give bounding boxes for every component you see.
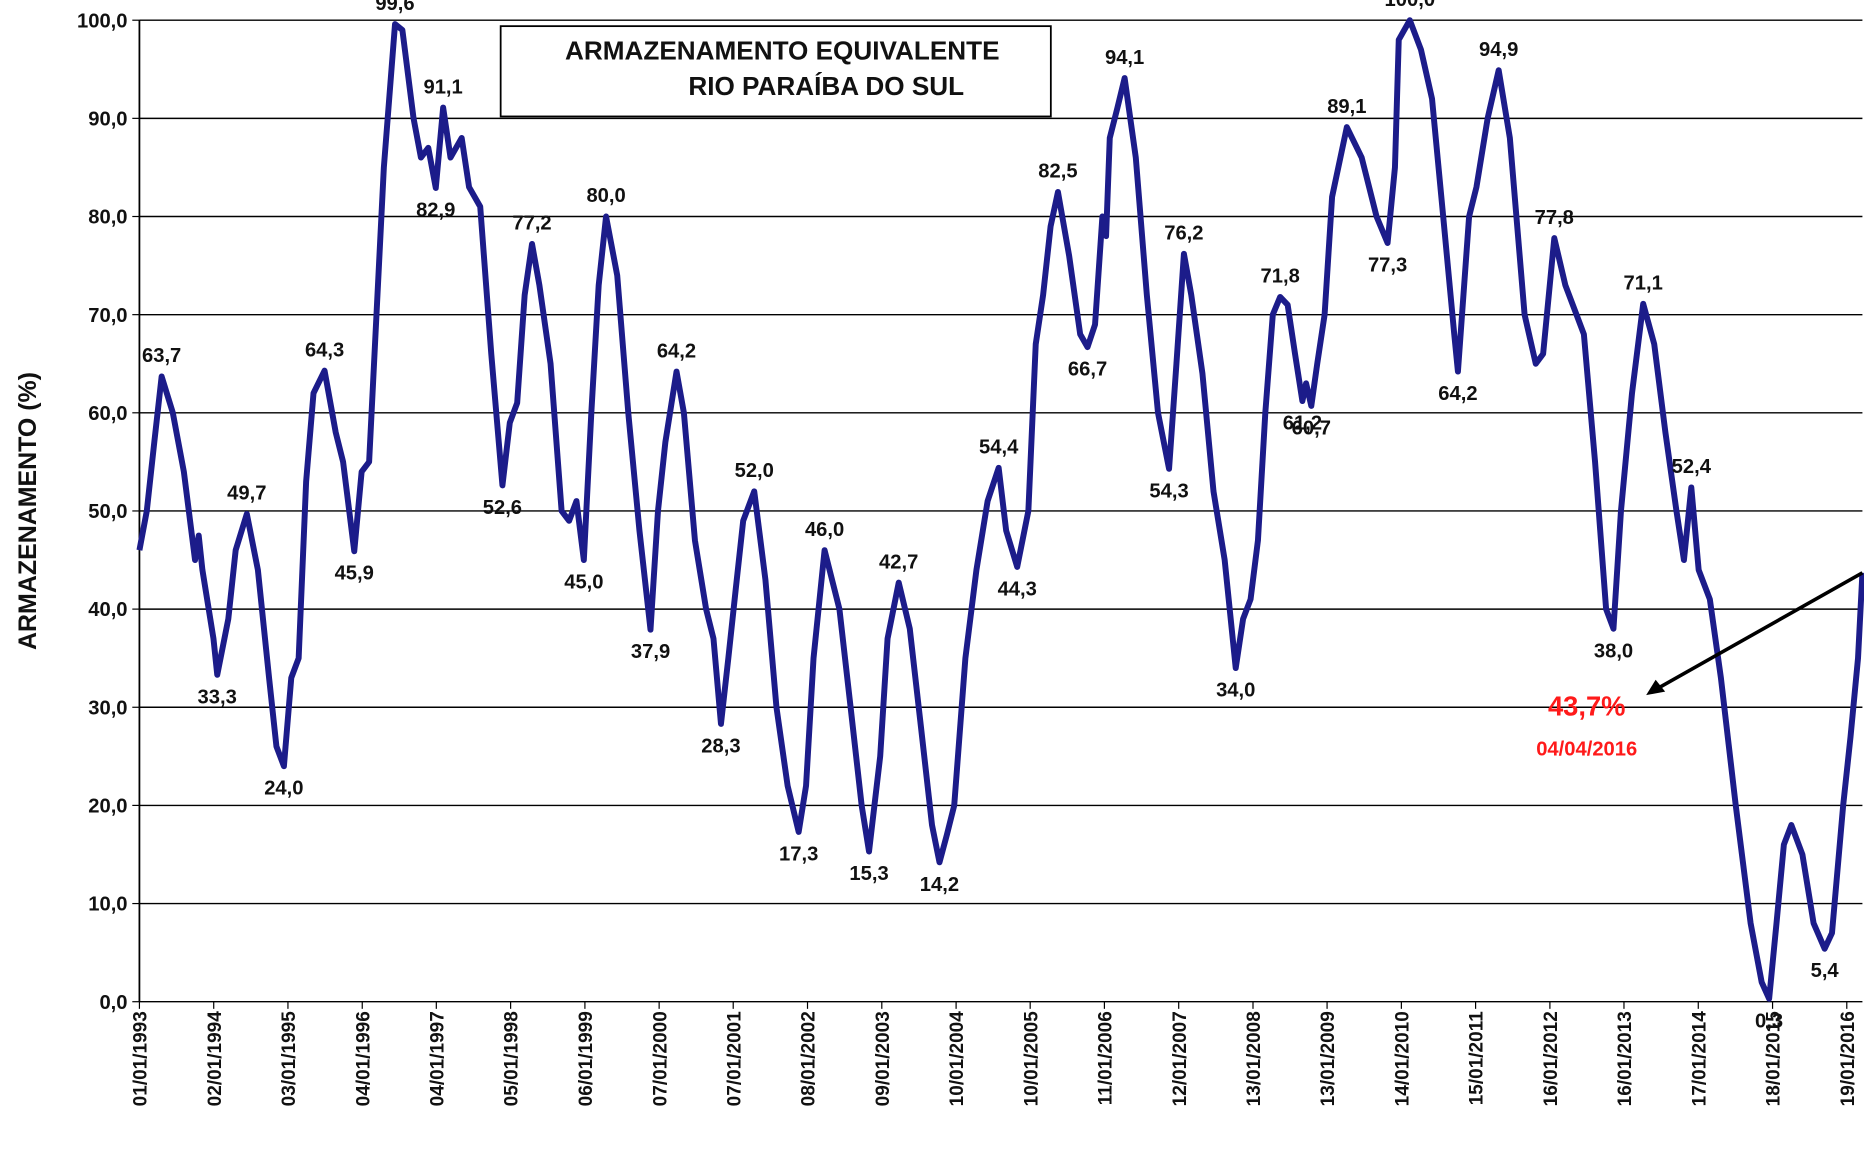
data-label: 52,4 [1672, 456, 1712, 478]
y-tick-label: 10,0 [88, 894, 127, 916]
annotation-value: 43,7% [1548, 690, 1626, 721]
data-label: 94,1 [1105, 47, 1144, 69]
x-tick-label: 18/01/2015 [1764, 1011, 1785, 1107]
data-label: 77,8 [1535, 207, 1574, 229]
x-tick-label: 10/01/2004 [947, 1011, 968, 1107]
y-tick-label: 70,0 [88, 305, 127, 327]
data-label: 34,0 [1216, 680, 1255, 702]
data-label: 71,8 [1261, 266, 1300, 288]
data-label: 82,9 [416, 200, 455, 222]
x-tick-label: 06/01/1999 [576, 1011, 597, 1106]
data-label: 77,2 [512, 213, 551, 235]
x-tick-label: 19/01/2016 [1838, 1011, 1859, 1106]
data-label: 66,7 [1068, 359, 1107, 381]
data-label: 77,3 [1368, 255, 1407, 277]
x-tick-label: 17/01/2014 [1689, 1011, 1710, 1107]
data-label: 99,6 [375, 0, 414, 15]
data-label: 33,3 [198, 686, 237, 708]
y-tick-label: 100,0 [77, 10, 128, 32]
y-tick-label: 30,0 [88, 697, 127, 719]
data-label: 63,7 [142, 345, 181, 367]
x-tick-label: 01/01/1993 [131, 1011, 152, 1106]
y-tick-label: 0,0 [99, 992, 127, 1014]
x-tick-label: 12/01/2007 [1170, 1011, 1191, 1106]
data-label: 52,6 [483, 497, 522, 519]
data-label: 94,9 [1479, 39, 1518, 61]
x-tick-label: 07/01/2000 [650, 1011, 671, 1106]
data-label: 64,2 [657, 340, 696, 362]
data-label: 45,0 [564, 572, 603, 594]
x-tick-label: 13/01/2009 [1318, 1011, 1339, 1106]
x-tick-label: 16/01/2013 [1615, 1011, 1636, 1106]
annotation-date: 04/04/2016 [1536, 739, 1637, 761]
y-tick-label: 90,0 [88, 108, 127, 130]
x-tick-label: 11/01/2006 [1096, 1011, 1117, 1105]
x-tick-label: 16/01/2012 [1541, 1011, 1562, 1106]
data-label: 28,3 [701, 735, 740, 757]
data-label: 82,5 [1038, 161, 1077, 183]
x-tick-label: 09/01/2003 [873, 1011, 894, 1106]
y-tick-label: 80,0 [88, 207, 127, 229]
x-tick-label: 10/01/2005 [1021, 1011, 1042, 1107]
data-label: 54,3 [1149, 480, 1188, 502]
data-label: 80,0 [586, 185, 625, 207]
data-label: 37,9 [631, 641, 670, 663]
data-label: 64,2 [1438, 383, 1477, 405]
x-tick-label: 04/01/1996 [353, 1011, 374, 1106]
y-tick-label: 20,0 [88, 796, 127, 818]
data-label: 61,2 [1283, 413, 1322, 435]
x-tick-label: 02/01/1994 [205, 1011, 226, 1107]
data-label: 91,1 [423, 76, 462, 98]
data-label: 15,3 [849, 863, 888, 885]
data-label: 89,1 [1327, 96, 1366, 118]
y-tick-label: 40,0 [88, 599, 127, 621]
x-tick-label: 07/01/2001 [724, 1011, 745, 1107]
data-label: 100,0 [1385, 0, 1436, 11]
data-label: 24,0 [264, 778, 303, 800]
x-tick-label: 05/01/1998 [502, 1011, 523, 1106]
data-label: 60,7 [1292, 417, 1331, 439]
chart-subtitle: RIO PARAÍBA DO SUL [688, 71, 964, 101]
x-tick-label: 14/01/2010 [1393, 1011, 1414, 1106]
data-label: 42,7 [879, 551, 918, 573]
data-label: 45,9 [335, 563, 374, 585]
data-label: 38,0 [1594, 640, 1633, 662]
data-label: 46,0 [805, 519, 844, 541]
data-label: 54,4 [979, 437, 1019, 459]
data-label: 52,0 [735, 460, 774, 482]
y-tick-label: 60,0 [88, 403, 127, 425]
annotation-arrow [1651, 571, 1864, 694]
y-axis-label: ARMAZENAMENTO (%) [14, 372, 42, 650]
x-tick-label: 03/01/1995 [279, 1011, 300, 1107]
data-label: 14,2 [920, 874, 959, 896]
x-tick-label: 13/01/2008 [1244, 1011, 1265, 1106]
data-label: 5,4 [1811, 960, 1840, 982]
chart-title: ARMAZENAMENTO EQUIVALENTE [565, 35, 999, 65]
title-box [499, 25, 1052, 118]
data-label: 44,3 [998, 578, 1037, 600]
arrow-head [1646, 679, 1666, 696]
data-label: 76,2 [1164, 223, 1203, 245]
data-label: 49,7 [227, 483, 266, 505]
data-label: 17,3 [779, 843, 818, 865]
x-tick-label: 15/01/2011 [1467, 1011, 1488, 1105]
x-tick-label: 08/01/2002 [799, 1011, 820, 1106]
data-label: 64,3 [305, 339, 344, 361]
y-tick-label: 50,0 [88, 501, 127, 523]
series-line [136, 17, 1864, 1002]
data-label: 0,3 [1755, 1010, 1783, 1032]
data-label: 71,1 [1624, 273, 1663, 295]
x-tick-label: 04/01/1997 [427, 1011, 448, 1106]
